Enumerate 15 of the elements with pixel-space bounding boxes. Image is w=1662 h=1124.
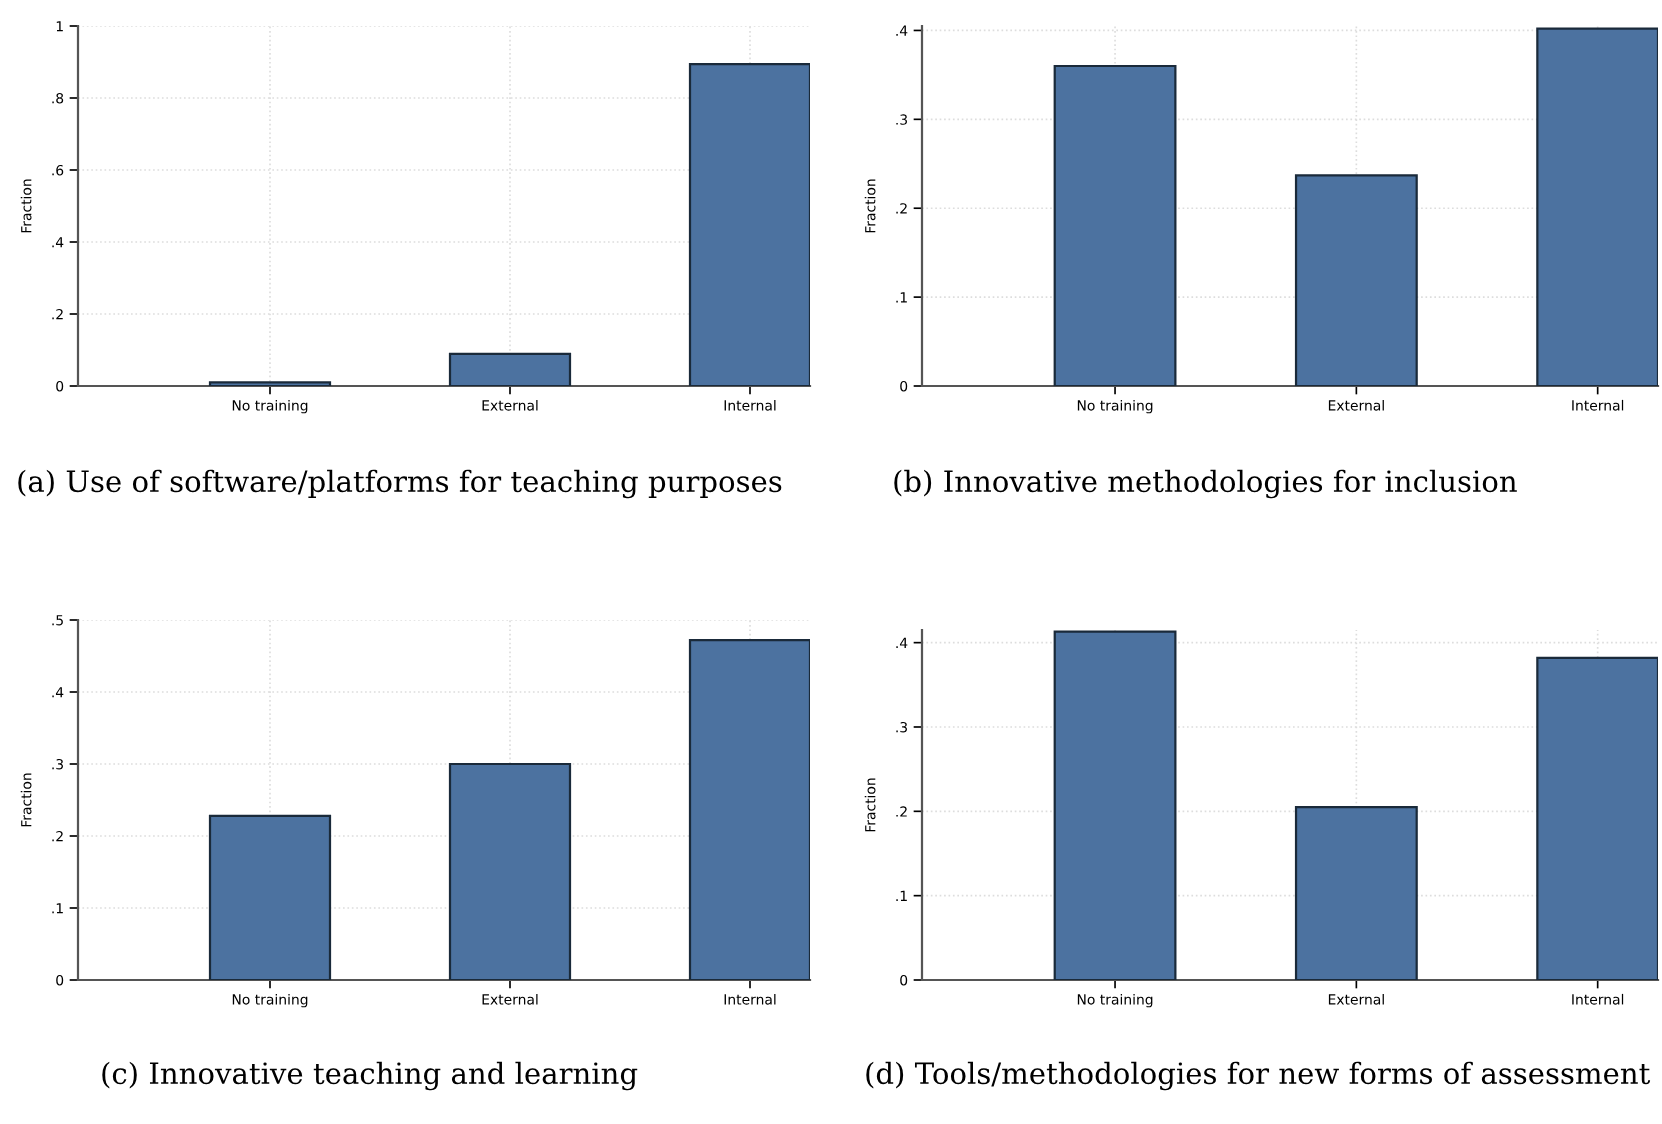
bar bbox=[448, 352, 572, 386]
bar bbox=[448, 762, 572, 980]
bar bbox=[1053, 64, 1177, 386]
bar bbox=[1536, 656, 1658, 980]
bar bbox=[208, 814, 332, 980]
bar bbox=[1294, 174, 1418, 386]
bar bbox=[1294, 806, 1418, 980]
bar bbox=[688, 639, 810, 980]
text: (a) Use of software/platforms for teaching purposes bbox=[18, 469, 782, 499]
bar bbox=[688, 63, 810, 386]
bar bbox=[1536, 27, 1658, 386]
text: (b) Innovative methodologies for inclusion bbox=[894, 469, 1517, 499]
bar bbox=[1053, 630, 1177, 980]
text: (c) Innovative teaching and learning bbox=[102, 1061, 638, 1091]
text: (d) Tools/methodologies for new forms of assessment bbox=[866, 1061, 1651, 1091]
